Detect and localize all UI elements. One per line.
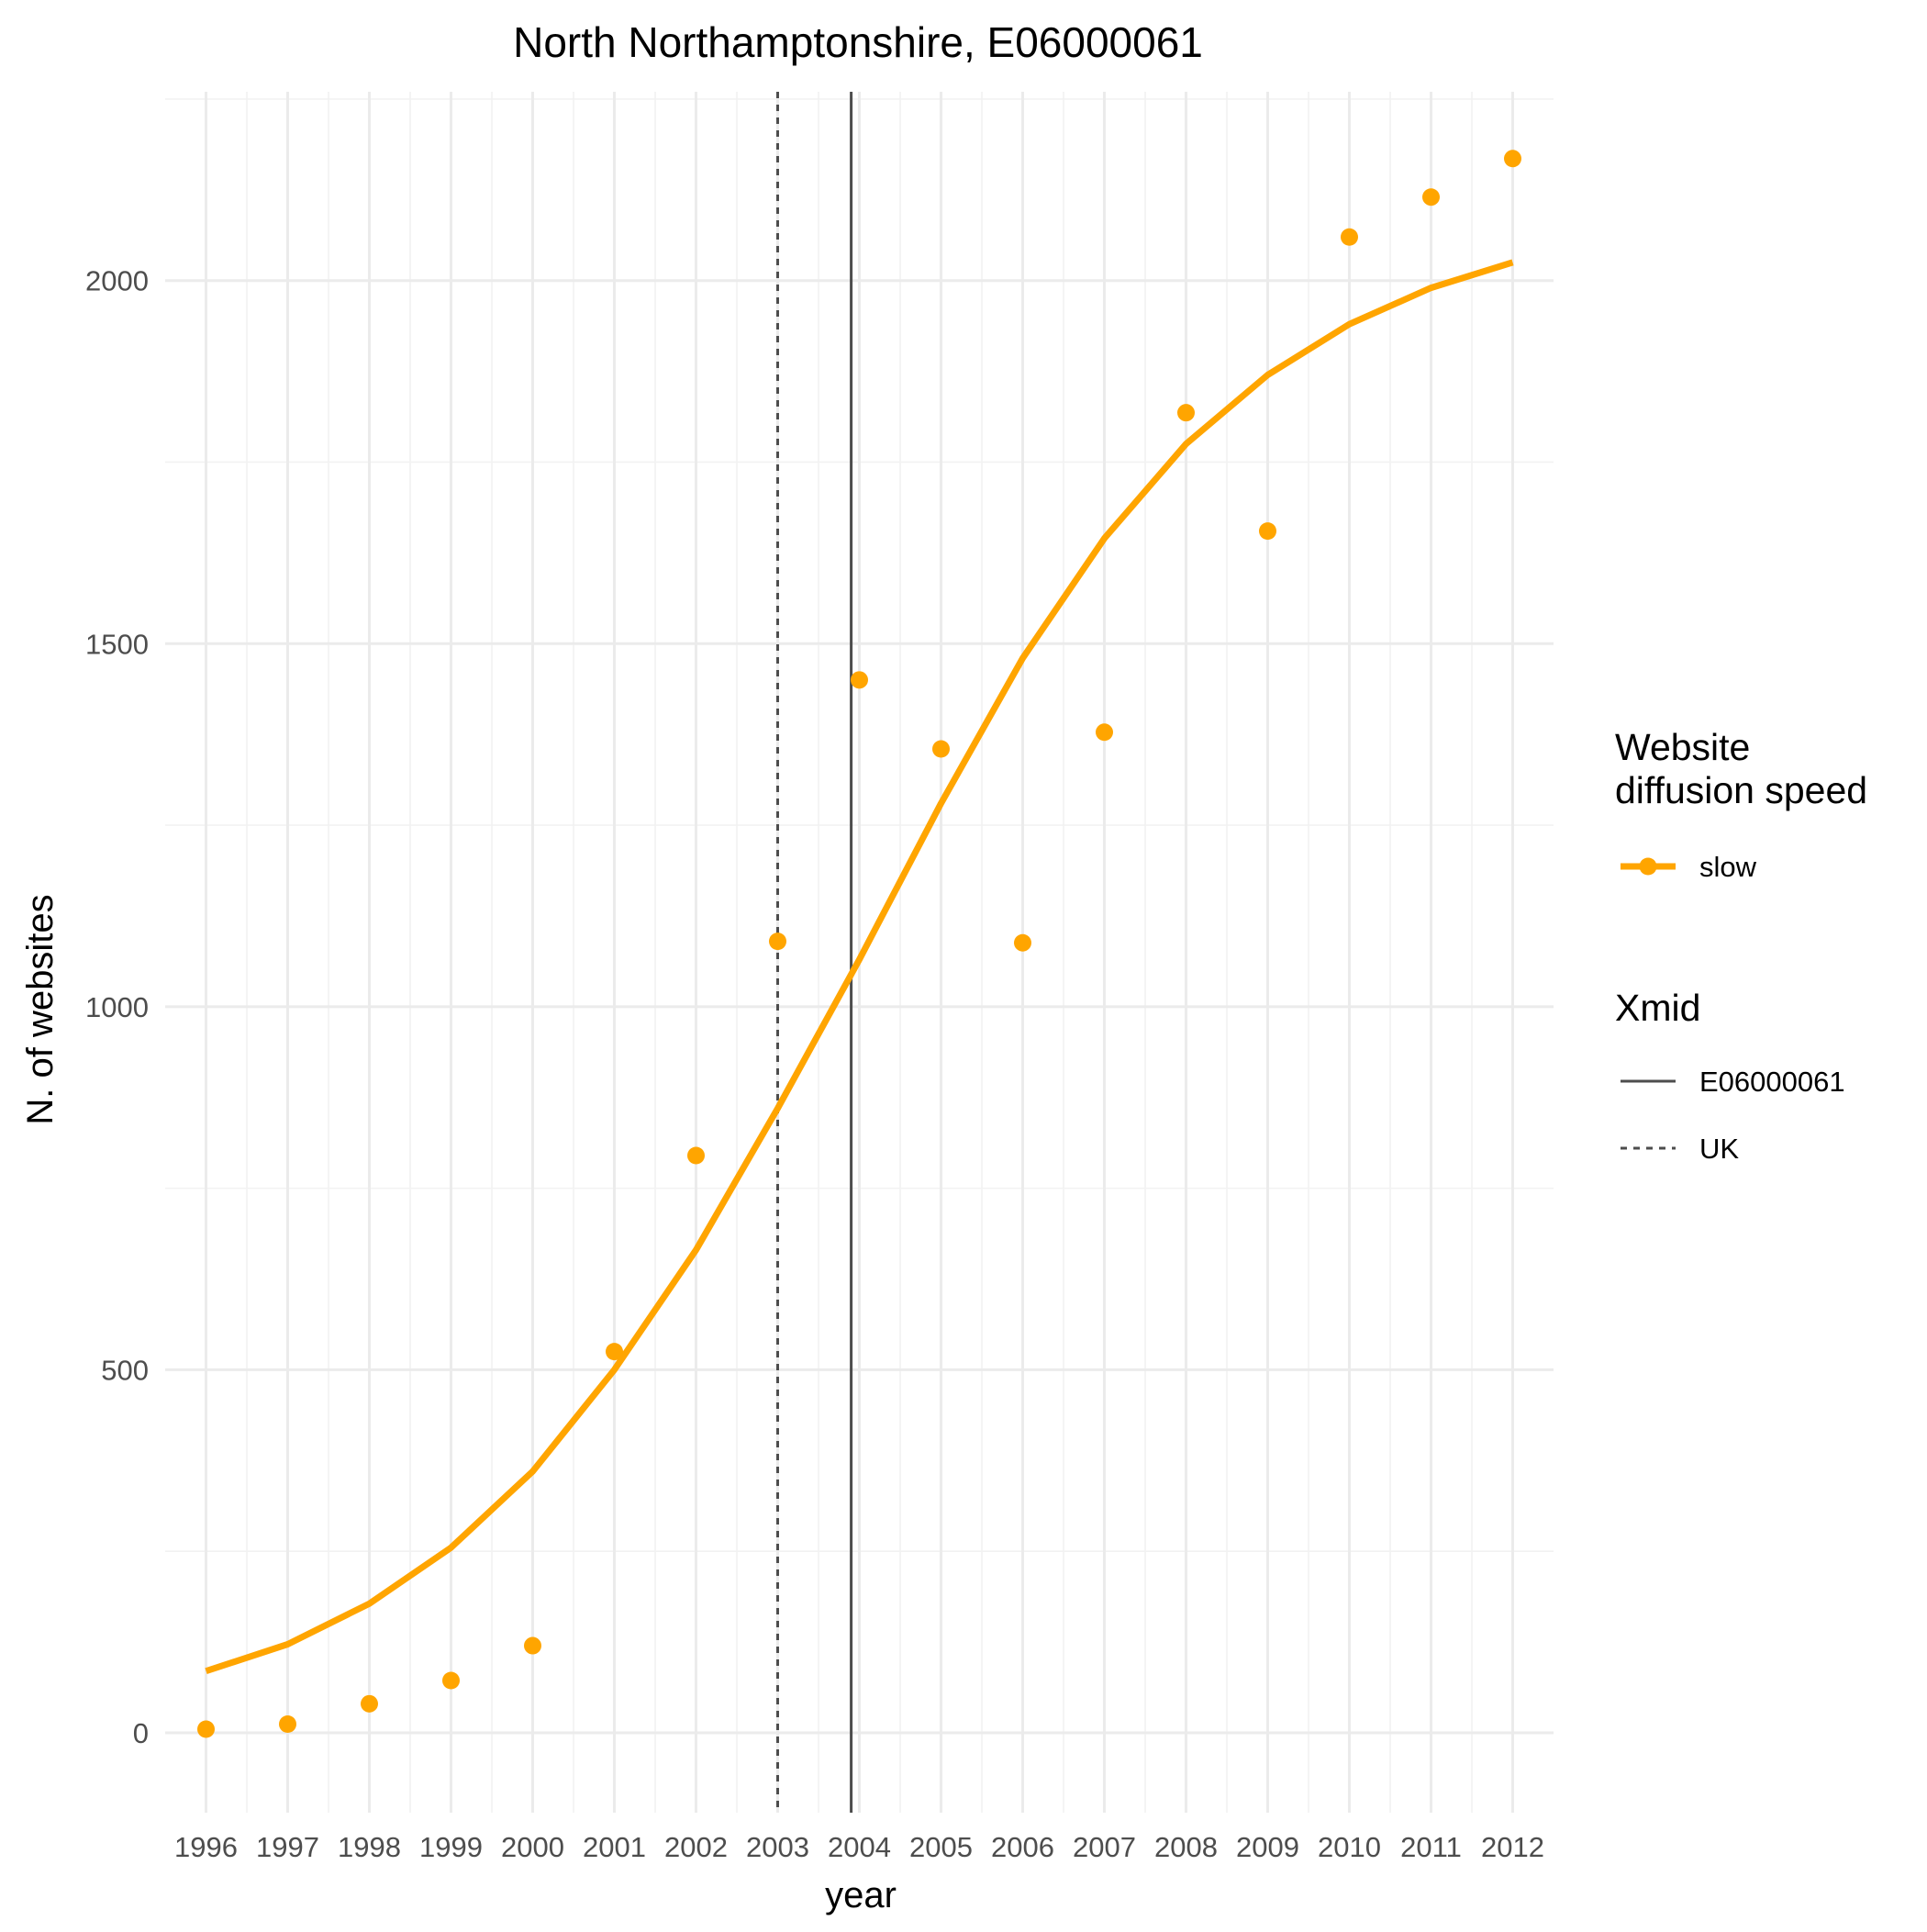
reference-lines xyxy=(776,92,853,1813)
data-point xyxy=(361,1694,378,1713)
legend-title-xmid: Xmid xyxy=(1615,987,1700,1029)
legend-title-speed: Website xyxy=(1615,726,1750,768)
y-tick-label: 0 xyxy=(133,1717,149,1749)
x-tick-label: 2012 xyxy=(1481,1831,1544,1863)
data-point xyxy=(1259,522,1276,541)
x-tick-label: 1999 xyxy=(419,1831,483,1863)
data-point xyxy=(279,1714,296,1733)
legend-title-speed: diffusion speed xyxy=(1615,769,1867,811)
data-point xyxy=(851,671,868,689)
x-tick-label: 2007 xyxy=(1073,1831,1136,1863)
fitted-curve-slow xyxy=(205,259,1514,1675)
legend-label-slow: slow xyxy=(1699,851,1757,883)
data-point xyxy=(1341,228,1358,246)
x-tick-label: 2011 xyxy=(1400,1831,1462,1863)
x-tick-label: 2006 xyxy=(991,1831,1054,1863)
x-tick-label: 2004 xyxy=(828,1831,891,1863)
x-tick-label: 1996 xyxy=(174,1831,238,1863)
grid xyxy=(165,92,1554,1813)
x-tick-label: 2000 xyxy=(501,1831,564,1863)
y-tick-label: 500 xyxy=(101,1354,149,1386)
x-tick-label: 2008 xyxy=(1154,1831,1218,1863)
data-point xyxy=(524,1636,541,1655)
chart-title: North Northamptonshire, E06000061 xyxy=(513,18,1203,66)
axis-tick-labels: 1996 1997 1998 1999 2000 2001 2002 2003 2004 2005… xyxy=(85,265,1544,1863)
y-axis-title: N. of websites xyxy=(20,894,61,1124)
x-tick-label: 2010 xyxy=(1318,1831,1381,1863)
y-tick-label: 1500 xyxy=(85,628,149,660)
legend-label-e06000061: E06000061 xyxy=(1699,1066,1845,1098)
legend-label-uk: UK xyxy=(1699,1133,1739,1165)
data-point xyxy=(932,740,950,758)
x-tick-label: 2005 xyxy=(909,1831,973,1863)
x-tick-label: 1997 xyxy=(256,1831,319,1863)
x-tick-label: 2002 xyxy=(664,1831,728,1863)
data-point xyxy=(1177,404,1195,422)
data-point xyxy=(442,1671,460,1690)
y-tick-label: 2000 xyxy=(85,265,149,297)
data-series xyxy=(197,150,1521,1738)
data-point xyxy=(1504,150,1521,168)
x-tick-label: 2009 xyxy=(1236,1831,1299,1863)
x-tick-label: 1998 xyxy=(338,1831,401,1863)
data-point xyxy=(769,932,786,951)
x-axis-title: year xyxy=(825,1875,897,1915)
x-tick-label: 2001 xyxy=(583,1831,646,1863)
data-point xyxy=(1096,723,1113,742)
data-point xyxy=(197,1720,215,1738)
y-tick-label: 1000 xyxy=(85,991,149,1023)
legend-key-point xyxy=(1639,857,1657,876)
data-point xyxy=(687,1146,705,1165)
data-point xyxy=(1014,933,1031,952)
data-point xyxy=(1422,188,1440,207)
data-point xyxy=(606,1343,623,1361)
x-tick-label: 2003 xyxy=(746,1831,809,1863)
